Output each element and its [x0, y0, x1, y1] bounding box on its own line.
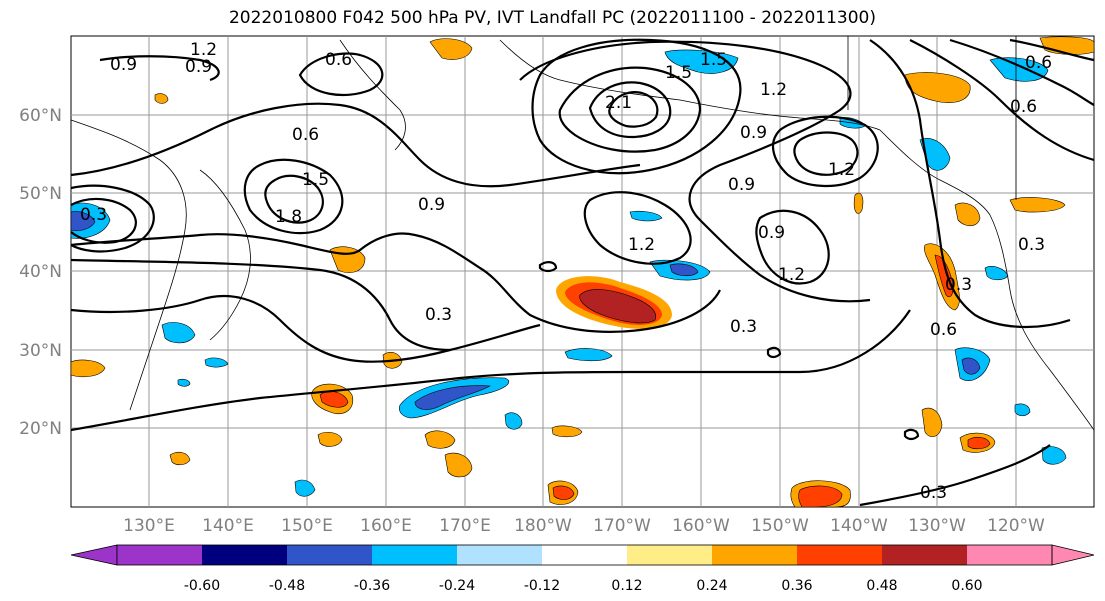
colorbar-tick-label: -0.12 — [524, 578, 560, 594]
lon-tick-label: 140°W — [830, 516, 888, 536]
contour-label: 1.2 — [628, 235, 655, 255]
contour-label: 0.9 — [110, 55, 137, 75]
contour-label: 0.9 — [740, 123, 767, 143]
colorbar-tick-label: 0.48 — [866, 578, 897, 594]
map-title: 2022010800 F042 500 hPa PV, IVT Landfall… — [228, 8, 876, 28]
contour-label: 0.3 — [425, 305, 452, 325]
colorbar-segment — [372, 545, 457, 565]
colorbar: -0.60 -0.48 -0.36 -0.24 -0.12 0.12 0.24 … — [70, 544, 1095, 594]
contour-label: 0.3 — [920, 483, 947, 503]
colorbar-arrow-left — [70, 544, 118, 566]
lat-tick-labels: 60°N 50°N 40°N 30°N 20°N — [19, 106, 62, 439]
lat-tick-label: 30°N — [19, 341, 62, 361]
colorbar-segment — [627, 545, 712, 565]
lat-tick-label: 50°N — [19, 184, 62, 204]
colorbar-segment — [457, 545, 542, 565]
colorbar-segment — [542, 545, 627, 565]
contour-label: 0.3 — [1018, 235, 1045, 255]
contour-label: 0.9 — [185, 57, 212, 77]
lat-tick-label: 20°N — [19, 419, 62, 439]
contour-label: 0.9 — [758, 223, 785, 243]
contour-label: 0.3 — [80, 205, 107, 225]
colorbar-tick-label: 0.36 — [781, 578, 812, 594]
colorbar-segment — [797, 545, 882, 565]
contour-label: 1.5 — [665, 63, 692, 83]
contour-label: 0.9 — [418, 195, 445, 215]
lon-tick-label: 180°W — [514, 516, 572, 536]
contour-label: 0.3 — [945, 275, 972, 295]
ivt-fill-patches — [70, 36, 1095, 508]
lon-tick-label: 160°W — [672, 516, 730, 536]
contour-labels: 1.2 0.9 0.6 0.9 1.5 2.1 1.5 0.6 0.6 1.2 … — [80, 40, 1052, 503]
lon-tick-label: 150°W — [751, 516, 809, 536]
colorbar-segment — [882, 545, 967, 565]
colorbar-tick-label: -0.48 — [269, 578, 305, 594]
contour-label: 0.6 — [1025, 53, 1052, 73]
colorbar-segment — [202, 545, 287, 565]
colorbar-tick-label: 0.24 — [696, 578, 727, 594]
contour-label: 1.5 — [302, 170, 329, 190]
contour-label: 1.5 — [700, 50, 727, 70]
colorbar-tick-label: -0.36 — [354, 578, 390, 594]
colorbar-tick-label: 0.12 — [611, 578, 642, 594]
lon-tick-label: 160°E — [360, 516, 412, 536]
colorbar-tick-label: -0.60 — [184, 578, 220, 594]
contour-label: 0.6 — [1010, 97, 1037, 117]
colorbar-segment — [287, 545, 372, 565]
contour-label: 0.6 — [325, 50, 352, 70]
contour-label: 0.3 — [730, 317, 757, 337]
coastlines — [70, 36, 1095, 431]
lat-tick-label: 60°N — [19, 106, 62, 126]
colorbar-segment — [117, 545, 202, 565]
colorbar-frame — [116, 544, 1053, 566]
lon-tick-label: 130°E — [123, 516, 175, 536]
colorbar-segment — [967, 545, 1052, 565]
lon-tick-labels: 130°E 140°E 150°E 160°E 170°E 180°W 170°… — [123, 516, 1045, 536]
contour-label: 1.2 — [778, 265, 805, 285]
lon-tick-label: 170°E — [439, 516, 491, 536]
contour-label: 2.1 — [605, 93, 632, 113]
colorbar-tick-label: 0.60 — [951, 578, 982, 594]
pv-contours — [70, 38, 1095, 507]
colorbar-tick-label: -0.24 — [439, 578, 475, 594]
lon-tick-label: 170°W — [593, 516, 651, 536]
contour-label: 0.6 — [930, 320, 957, 340]
contour-label: 1.8 — [275, 207, 302, 227]
contour-label: 0.6 — [292, 125, 319, 145]
colorbar-segment — [712, 545, 797, 565]
lon-tick-label: 150°E — [281, 516, 333, 536]
contour-label: 1.2 — [190, 40, 217, 60]
contour-label: 1.2 — [828, 160, 855, 180]
contour-label: 0.9 — [728, 175, 755, 195]
lon-tick-label: 120°W — [987, 516, 1045, 536]
lon-tick-label: 140°E — [202, 516, 254, 536]
colorbar-arrow-right — [1051, 544, 1095, 566]
contour-label: 1.2 — [760, 80, 787, 100]
lon-tick-label: 130°W — [908, 516, 966, 536]
lat-tick-label: 40°N — [19, 262, 62, 282]
